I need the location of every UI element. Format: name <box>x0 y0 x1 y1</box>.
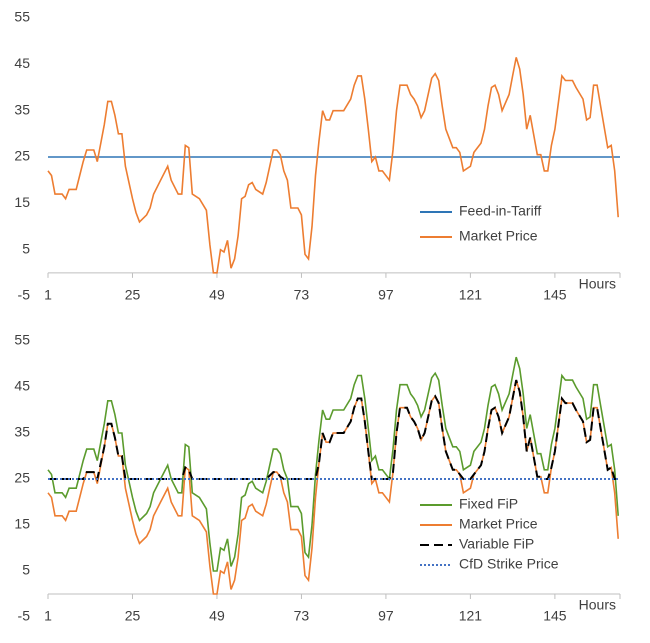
y-tick-label: 5 <box>22 240 30 256</box>
x-axis-label: Hours <box>579 276 616 292</box>
y-tick-label: 15 <box>14 516 30 532</box>
chart: -5 5 15 25 35 45 55 1 25 49 73 97 121 145 Hours Fixed F… <box>14 332 621 624</box>
legend-label: Variable FiP <box>459 536 534 552</box>
x-tick-label: 121 <box>459 287 483 303</box>
x-tick-label: 73 <box>294 608 310 624</box>
x-tick-label: 25 <box>125 287 141 303</box>
x-tick-label: 1 <box>44 608 52 624</box>
legend-label: Fixed FiP <box>459 496 518 512</box>
y-tick-label: 25 <box>14 470 30 486</box>
y-tick-label: 45 <box>14 55 30 71</box>
legend-label: Market Price <box>459 516 538 532</box>
series-line <box>47 356 619 572</box>
y-tick-label: 55 <box>14 9 30 25</box>
x-tick-label: 25 <box>125 608 141 624</box>
x-tick-label: 73 <box>294 287 310 303</box>
y-tick-label: -5 <box>18 287 31 303</box>
legend-label: CfD Strike Price <box>459 556 559 572</box>
series-line <box>48 379 619 482</box>
x-axis-label: Hours <box>579 597 616 613</box>
legend-label: Feed-in-Tariff <box>459 203 541 219</box>
y-tick-label: -5 <box>18 608 31 624</box>
y-tick-label: 5 <box>22 562 30 578</box>
x-tick-label: 145 <box>543 287 567 303</box>
legend-label: Market Price <box>459 228 538 244</box>
x-tick-label: 121 <box>459 608 483 624</box>
x-tick-label: 97 <box>378 608 394 624</box>
y-tick-label: 45 <box>14 378 30 394</box>
y-tick-label: 55 <box>14 332 30 348</box>
y-tick-label: 25 <box>14 148 30 164</box>
x-tick-label: 145 <box>543 608 567 624</box>
x-tick-label: 49 <box>209 287 225 303</box>
x-tick-label: 97 <box>378 287 394 303</box>
y-tick-label: 15 <box>14 194 30 210</box>
y-tick-label: 35 <box>14 424 30 440</box>
x-tick-label: 49 <box>209 608 225 624</box>
series-line <box>47 57 619 274</box>
x-tick-label: 1 <box>44 287 52 303</box>
chart: -5 5 15 25 35 45 55 1 25 49 73 97 121 145 Hours Feed-in… <box>14 9 621 303</box>
y-tick-label: 35 <box>14 101 30 117</box>
